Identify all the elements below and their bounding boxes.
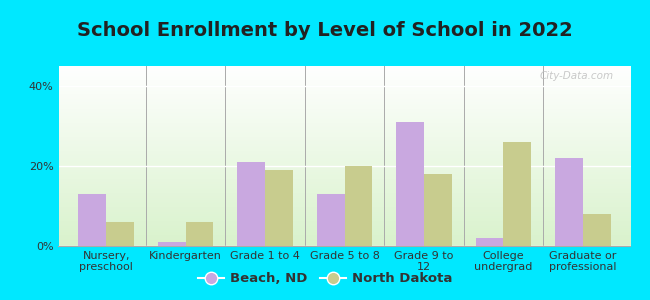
Bar: [317, 194, 345, 246]
Bar: [344, 166, 372, 246]
Bar: [158, 242, 186, 246]
Bar: [106, 222, 134, 246]
Text: City-Data.com: City-Data.com: [540, 71, 614, 81]
Bar: [396, 122, 424, 246]
Bar: [583, 214, 610, 246]
Bar: [186, 222, 213, 246]
Text: School Enrollment by Level of School in 2022: School Enrollment by Level of School in …: [77, 21, 573, 40]
Bar: [555, 158, 583, 246]
Bar: [476, 238, 503, 246]
Bar: [265, 170, 293, 246]
Bar: [79, 194, 106, 246]
Bar: [237, 162, 265, 246]
Legend: Beach, ND, North Dakota: Beach, ND, North Dakota: [192, 267, 458, 290]
Bar: [424, 174, 452, 246]
Bar: [503, 142, 531, 246]
